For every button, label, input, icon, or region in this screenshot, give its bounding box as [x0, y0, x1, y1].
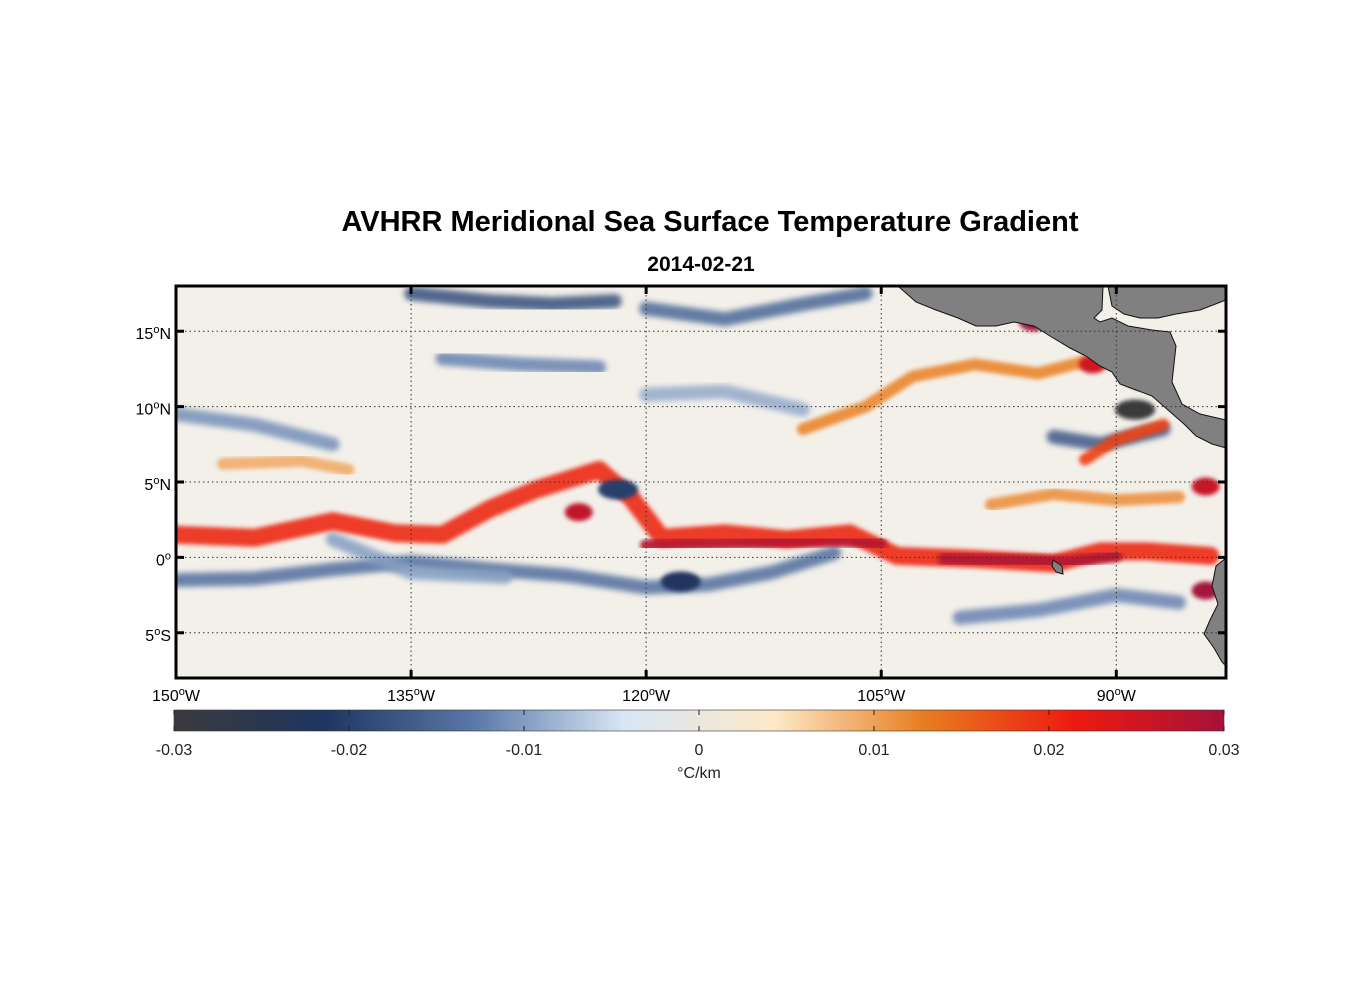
colorbar-unit-label: °C/km [677, 765, 721, 782]
cold-gradient-band [639, 286, 873, 327]
cold-spot [1115, 399, 1156, 420]
hot-spot [564, 503, 593, 522]
cold-gradient-band [952, 588, 1186, 625]
cold-gradient-band [639, 384, 810, 417]
colorbar-tick-label: -0.02 [331, 742, 368, 759]
colorbar-tick-label: 0.01 [858, 742, 889, 759]
land-yucatan [1107, 286, 1226, 319]
land-mexico-central-america [897, 286, 1226, 449]
lat-tick-label: 10oN [136, 400, 171, 419]
colorbar-tick-label: -0.01 [506, 742, 543, 759]
lat-tick-label: 5oN [144, 475, 171, 494]
land-south-america [1203, 557, 1226, 667]
cold-gradient-band [404, 286, 622, 312]
hot-spot [1191, 477, 1220, 496]
cold-spot [660, 571, 701, 592]
colorbar: -0.03 -0.02 -0.01 0 0.01 0.02 0.03 °C/km [156, 709, 1240, 782]
lon-tick-label: 90oW [1097, 686, 1137, 705]
longitude-labels: 150oW 135oW 120oW 105oW 90oW [152, 686, 1137, 705]
lat-tick-label: 15oN [136, 324, 171, 343]
lat-tick-label: 0o [156, 550, 171, 569]
colorbar-tick-label: 0.02 [1033, 742, 1064, 759]
warm-gradient-band [796, 355, 1091, 436]
map-tick-marks [174, 286, 1226, 678]
warm-gradient-band [640, 534, 888, 552]
cold-gradient-band [325, 532, 513, 584]
warm-gradient-band [217, 454, 355, 476]
colorbar-tick-label: -0.03 [156, 742, 193, 759]
latitude-labels: 15oN 10oN 5oN 0o 5oS [136, 324, 171, 645]
cold-gradient-band [176, 545, 842, 595]
lon-tick-label: 150oW [152, 686, 201, 705]
land-mask [897, 286, 1226, 667]
land-galapagos [1051, 559, 1064, 575]
lon-tick-label: 135oW [387, 686, 436, 705]
cold-gradient-band [435, 351, 607, 375]
cold-gradient-band [176, 407, 340, 452]
lat-tick-label: 5oS [145, 626, 171, 645]
lon-tick-label: 120oW [622, 686, 671, 705]
warm-gradient-band [984, 488, 1185, 511]
colorbar-ticks: -0.03 -0.02 -0.01 0 0.01 0.02 0.03 [156, 710, 1240, 759]
map-area: 15oN 10oN 5oN 0o 5oS 150oW 135oW 120oW 105oW 90o… [136, 284, 1228, 705]
map-title: AVHRR Meridional Sea Surface Temperature… [341, 206, 1079, 238]
colorbar-tick-label: 0 [695, 742, 704, 759]
warm-gradient-band [937, 549, 1123, 568]
lon-tick-label: 105oW [857, 686, 906, 705]
colorbar-tick-label: 0.03 [1208, 742, 1239, 759]
map-subtitle: 2014-02-21 [647, 253, 755, 276]
cold-spot [597, 479, 638, 500]
